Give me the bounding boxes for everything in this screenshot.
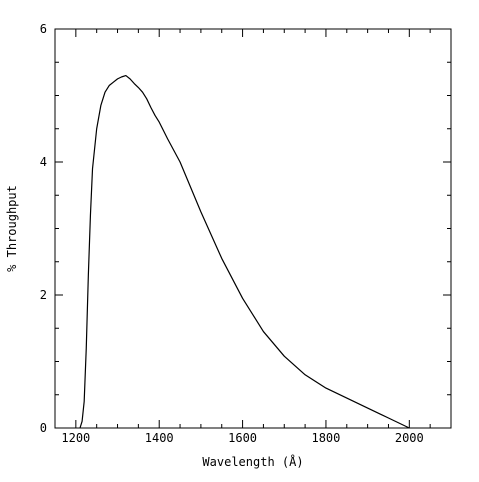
ticks-layer — [54, 28, 452, 429]
y-axis-title: % Throughput — [5, 185, 19, 272]
throughput-curve — [79, 74, 410, 429]
series-layer — [79, 74, 410, 429]
y-tick-label: 4 — [40, 155, 47, 169]
y-tick-label: 6 — [40, 22, 47, 36]
x-axis-title: Wavelength (Å) — [202, 454, 303, 469]
x-tick-label: 1400 — [145, 431, 174, 445]
x-tick-label: 1600 — [228, 431, 257, 445]
y-tick-label: 0 — [40, 421, 47, 435]
x-tick-label: 2000 — [395, 431, 424, 445]
x-tick-label: 1200 — [61, 431, 90, 445]
plot-frame — [54, 28, 452, 429]
tick-labels-layer: 1200 1400 1600 1800 2000 0 2 4 6 — [40, 22, 424, 445]
y-tick-label: 2 — [40, 288, 47, 302]
plot-border — [54, 28, 452, 429]
x-tick-label: 1800 — [311, 431, 340, 445]
